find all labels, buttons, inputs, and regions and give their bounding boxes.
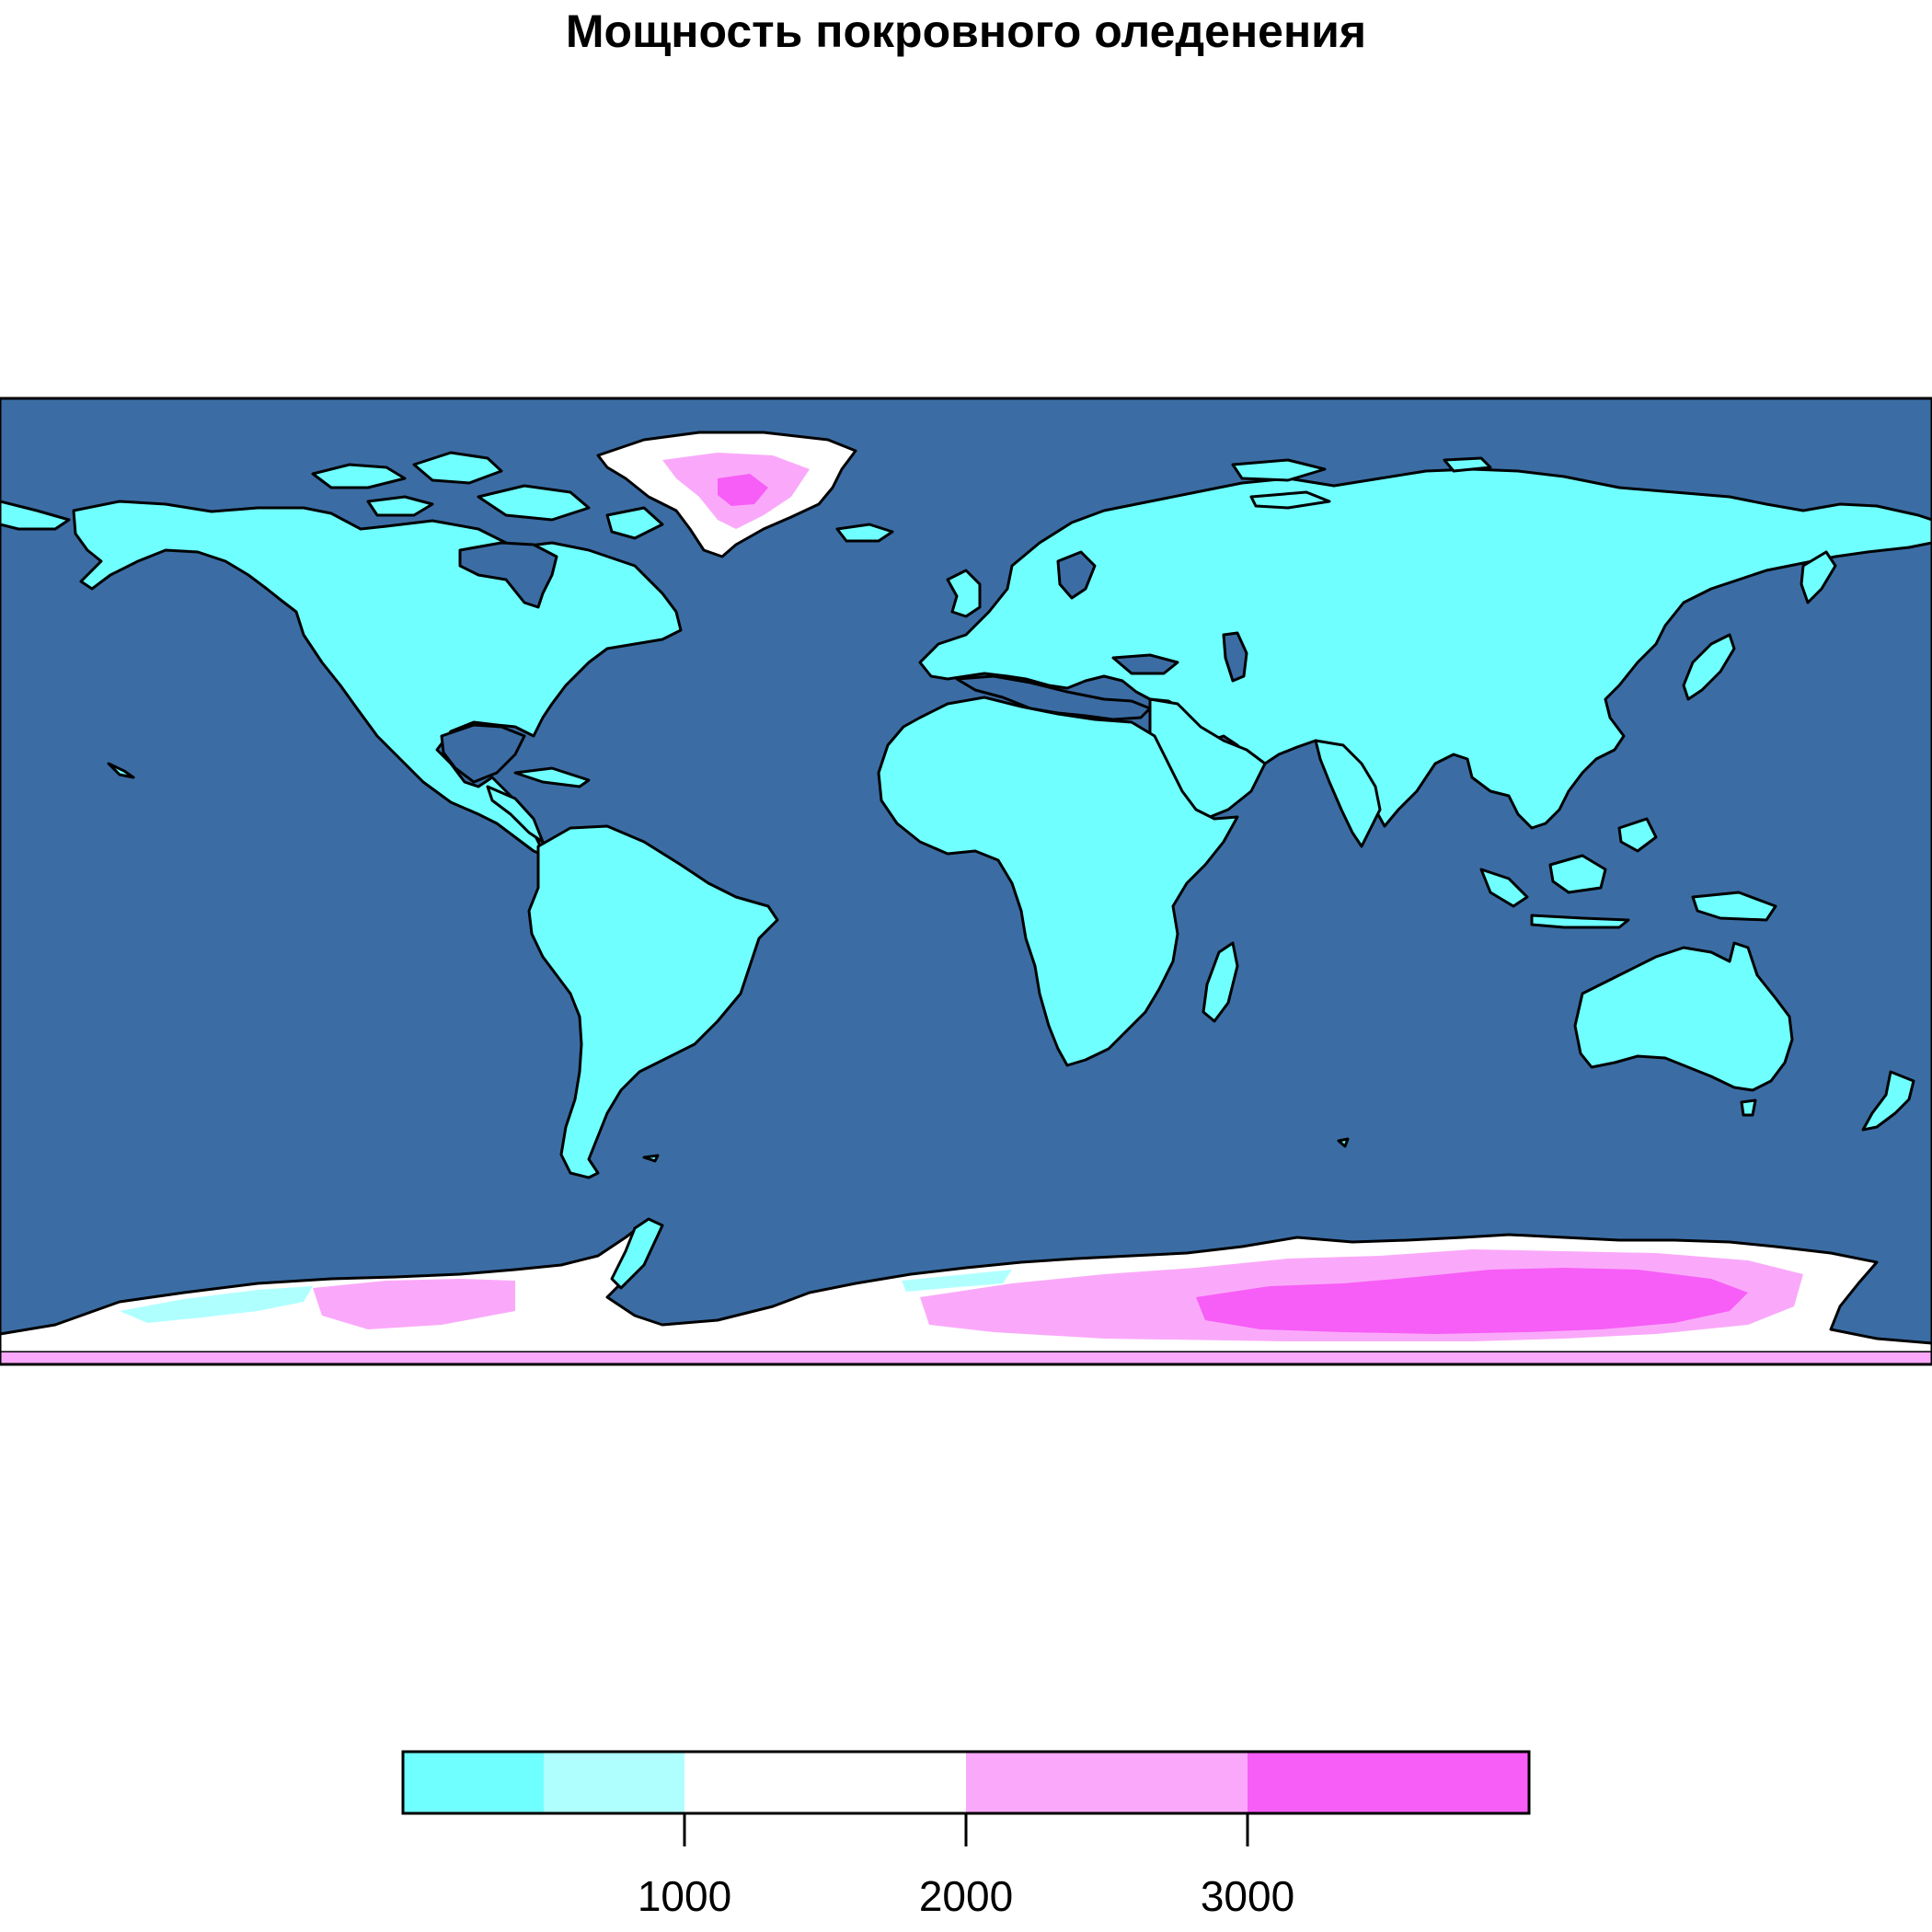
south-pole-band xyxy=(0,1352,1932,1364)
mediterranean-sea xyxy=(955,674,1152,721)
hudson-bay xyxy=(458,541,558,609)
legend-box-1 xyxy=(403,1752,544,1813)
legend-tick-label: 2000 xyxy=(919,1872,1013,1920)
new-zealand xyxy=(1861,1070,1915,1132)
antarctic-peninsula xyxy=(610,1217,664,1290)
legend-ticks: 1000 2000 3000 xyxy=(638,1813,1294,1920)
africa xyxy=(877,696,1239,1067)
central-america xyxy=(486,785,545,844)
map-title: Мощность покровного оледенения xyxy=(565,6,1367,57)
madagascar xyxy=(1202,941,1239,1023)
south-america xyxy=(527,824,779,1179)
iceland xyxy=(835,523,894,543)
australia xyxy=(1573,941,1794,1092)
caspian-sea xyxy=(1222,631,1248,683)
tasmania xyxy=(1740,1098,1757,1117)
northeast-asia-peninsula xyxy=(1800,550,1837,604)
arctic-islands xyxy=(311,451,664,540)
antarctic-coastal-ice xyxy=(120,1270,1012,1323)
antarctic-ice-thick xyxy=(1196,1268,1748,1334)
southeast-asia-islands xyxy=(1479,817,1777,929)
greenland-ice-peak xyxy=(718,474,768,506)
legend-tick-label: 1000 xyxy=(638,1872,731,1920)
land-masses xyxy=(0,431,1932,1354)
great-britain xyxy=(946,569,982,618)
eurasian-arctic-islands xyxy=(1231,456,1492,510)
legend-box-5 xyxy=(1248,1752,1529,1813)
black-sea xyxy=(1111,653,1179,675)
alaska-tip xyxy=(0,500,71,531)
legend-box-4 xyxy=(966,1752,1248,1813)
legend-color-boxes xyxy=(403,1752,1529,1813)
map-frame xyxy=(0,397,1932,1366)
pacific-islands xyxy=(107,762,1350,1163)
legend-box-2 xyxy=(544,1752,684,1813)
baltic-sea xyxy=(1056,550,1097,600)
legend-tick-label: 3000 xyxy=(1201,1872,1294,1920)
gulf-of-mexico xyxy=(440,723,526,784)
legend-box-3 xyxy=(684,1752,966,1813)
japan xyxy=(1682,633,1736,701)
caribbean-islands xyxy=(513,766,591,788)
india xyxy=(1314,739,1382,848)
